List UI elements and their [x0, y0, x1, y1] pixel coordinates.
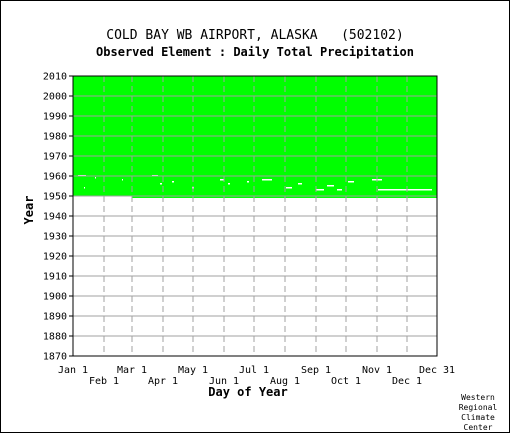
credit-line-4: Center — [464, 423, 493, 432]
x-axis-label: Day of Year — [208, 385, 287, 399]
credit-block: Western Regional Climate Center — [459, 393, 498, 432]
y-tick-label-1990: 1990 — [43, 112, 67, 123]
y-tick-label-1950: 1950 — [43, 192, 67, 203]
credit-line-2: Regional — [459, 403, 498, 412]
y-tick-label-1960: 1960 — [43, 172, 67, 183]
x-tick-labels: Jan 1 Mar 1 May 1 Jul 1 Sep 1 Nov 1 Dec 31 Feb … — [58, 365, 455, 387]
y-tick-labels: 1870 1880 1890 1900 1910 1920 1930 1940 1950 1960… — [43, 72, 73, 363]
missing-data-mark-8 — [172, 181, 174, 183]
x-tick-label-upper-1: Jan 1 — [58, 365, 88, 376]
missing-data-mark-5 — [220, 179, 224, 181]
missing-data-mark-17 — [286, 187, 292, 189]
x-tick-label-upper-5: Sep 1 — [301, 365, 331, 376]
chart-subtitle: Observed Element : Daily Total Precipita… — [96, 45, 414, 59]
credit-line-1: Western — [461, 393, 495, 402]
x-tick-label-lower-5: Oct 1 — [331, 376, 361, 387]
x-tick-label-lower-2: Apr 1 — [148, 376, 178, 387]
x-tick-label-upper-4: Jul 1 — [239, 365, 269, 376]
credit-line-3: Climate — [461, 413, 495, 422]
x-tick-label-lower-3: Jun 1 — [209, 376, 239, 387]
missing-data-mark-10 — [348, 181, 354, 183]
y-tick-label-1930: 1930 — [43, 232, 67, 243]
y-axis-label: Year — [22, 196, 36, 225]
y-tick-label-1920: 1920 — [43, 252, 67, 263]
grid-layer — [72, 75, 438, 357]
y-tick-label-1970: 1970 — [43, 152, 67, 163]
y-tick-label-1980: 1980 — [43, 132, 67, 143]
y-tick-label-2000: 2000 — [43, 92, 67, 103]
missing-data-mark-19 — [337, 189, 342, 191]
missing-data-mark-4 — [122, 179, 123, 181]
missing-data-mark-6 — [262, 179, 272, 181]
x-tick-label-lower-1: Feb 1 — [89, 376, 119, 387]
missing-data-mark-12 — [228, 183, 230, 185]
y-tick-label-1900: 1900 — [43, 292, 67, 303]
missing-data-mark-14 — [327, 185, 334, 187]
y-tick-label-1910: 1910 — [43, 272, 67, 283]
chart-title: COLD BAY WB AIRPORT, ALASKA (502102) — [106, 28, 403, 43]
x-tick-label-upper-7: Dec 31 — [419, 365, 455, 376]
y-tick-label-2010: 2010 — [43, 72, 67, 83]
coverage-layer — [73, 76, 437, 198]
missing-data-mark-11 — [160, 183, 162, 185]
x-tick-label-upper-2: Mar 1 — [117, 365, 147, 376]
missing-data-mark-18 — [316, 189, 324, 191]
missing-data-mark-15 — [84, 187, 85, 189]
missing-data-mark-3 — [95, 177, 96, 179]
missing-data-mark-20 — [378, 189, 432, 191]
y-tick-label-1940: 1940 — [43, 212, 67, 223]
y-tick-label-1890: 1890 — [43, 312, 67, 323]
x-tick-label-lower-6: Dec 1 — [392, 376, 422, 387]
y-tick-label-1870: 1870 — [43, 352, 67, 363]
x-tick-label-upper-3: May 1 — [178, 365, 208, 376]
x-tick-label-upper-6: Nov 1 — [362, 365, 392, 376]
x-tick-label-lower-4: Aug 1 — [270, 376, 300, 387]
y-tick-label-1880: 1880 — [43, 332, 67, 343]
missing-data-mark-13 — [298, 183, 302, 185]
missing-data-mark-9 — [247, 181, 249, 183]
